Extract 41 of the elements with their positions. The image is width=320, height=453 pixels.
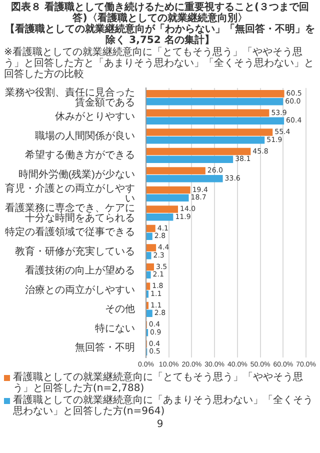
y-tick-label: 希望する働き方ができる — [25, 149, 135, 162]
chart-subtitle: 【看護職としての就業継続意向が「わからない」「無回答・不明」を除く 3,752 名の集計】 — [4, 24, 316, 46]
bar — [146, 186, 190, 194]
bar — [146, 244, 156, 252]
text: ※看護職としての就業継続意向に「とてもそう思う」「ややそう思う」と回答した方と「あまりそう思わない」「全くそう思わない」と回答した方の比較 — [4, 47, 315, 80]
legend-label: 看護職としての就業継続意向に「あまりそう思わない」「全くそう思わない」と回答した方(n=964) — [13, 395, 314, 417]
bar — [146, 206, 178, 213]
y-tick-label: 無回答・不明 — [75, 342, 135, 354]
bar — [146, 224, 156, 232]
y-tick-label: 特定の看護領域で従事できる — [5, 226, 135, 238]
bar — [146, 213, 174, 221]
text: 9 — [156, 419, 164, 430]
bar — [146, 167, 206, 174]
y-tick-label: 業務や役割、責任に見合った賃金額である — [5, 86, 135, 108]
bar — [146, 174, 223, 182]
legend-label: 看護職としての就業継続意向に「とてもそう思う」「ややそう思う」と回答した方(n=2,788) — [13, 372, 304, 394]
bar — [146, 128, 273, 136]
bar — [146, 98, 284, 106]
y-tick-label: その他 — [105, 303, 135, 316]
chart-title: 図表８ 看護職として働き続けるために重要視すること(３つまで回答)〈看護職としての就業継続意向別〉 — [10, 2, 310, 24]
y-tick-label: 休みがとりやすい — [55, 112, 135, 123]
y-tick-label: 職場の人間関係が良い — [35, 130, 135, 142]
bar — [146, 156, 234, 163]
y-tick-label: 治療との両立がしやすい — [25, 284, 135, 296]
bar — [146, 194, 189, 202]
bar — [146, 252, 152, 260]
y-tick-label: 時間外労働(残業)が少ない — [18, 168, 135, 180]
bar — [146, 136, 265, 144]
bar — [146, 109, 270, 117]
bar — [146, 117, 284, 124]
y-tick-label: 看護業務に専念でき、ケアに十分な時間をあてられる — [5, 202, 135, 224]
bar — [146, 148, 251, 156]
bar — [146, 271, 151, 279]
y-tick-label: 看護技術の向上が望める — [25, 264, 135, 277]
bar — [146, 310, 152, 318]
y-tick-label: 教育・研修が充実している — [15, 245, 135, 258]
bar — [146, 282, 150, 290]
y-tick-label: 特にない — [95, 322, 135, 334]
bar — [146, 232, 152, 240]
bar — [146, 263, 154, 271]
bar — [146, 90, 284, 98]
